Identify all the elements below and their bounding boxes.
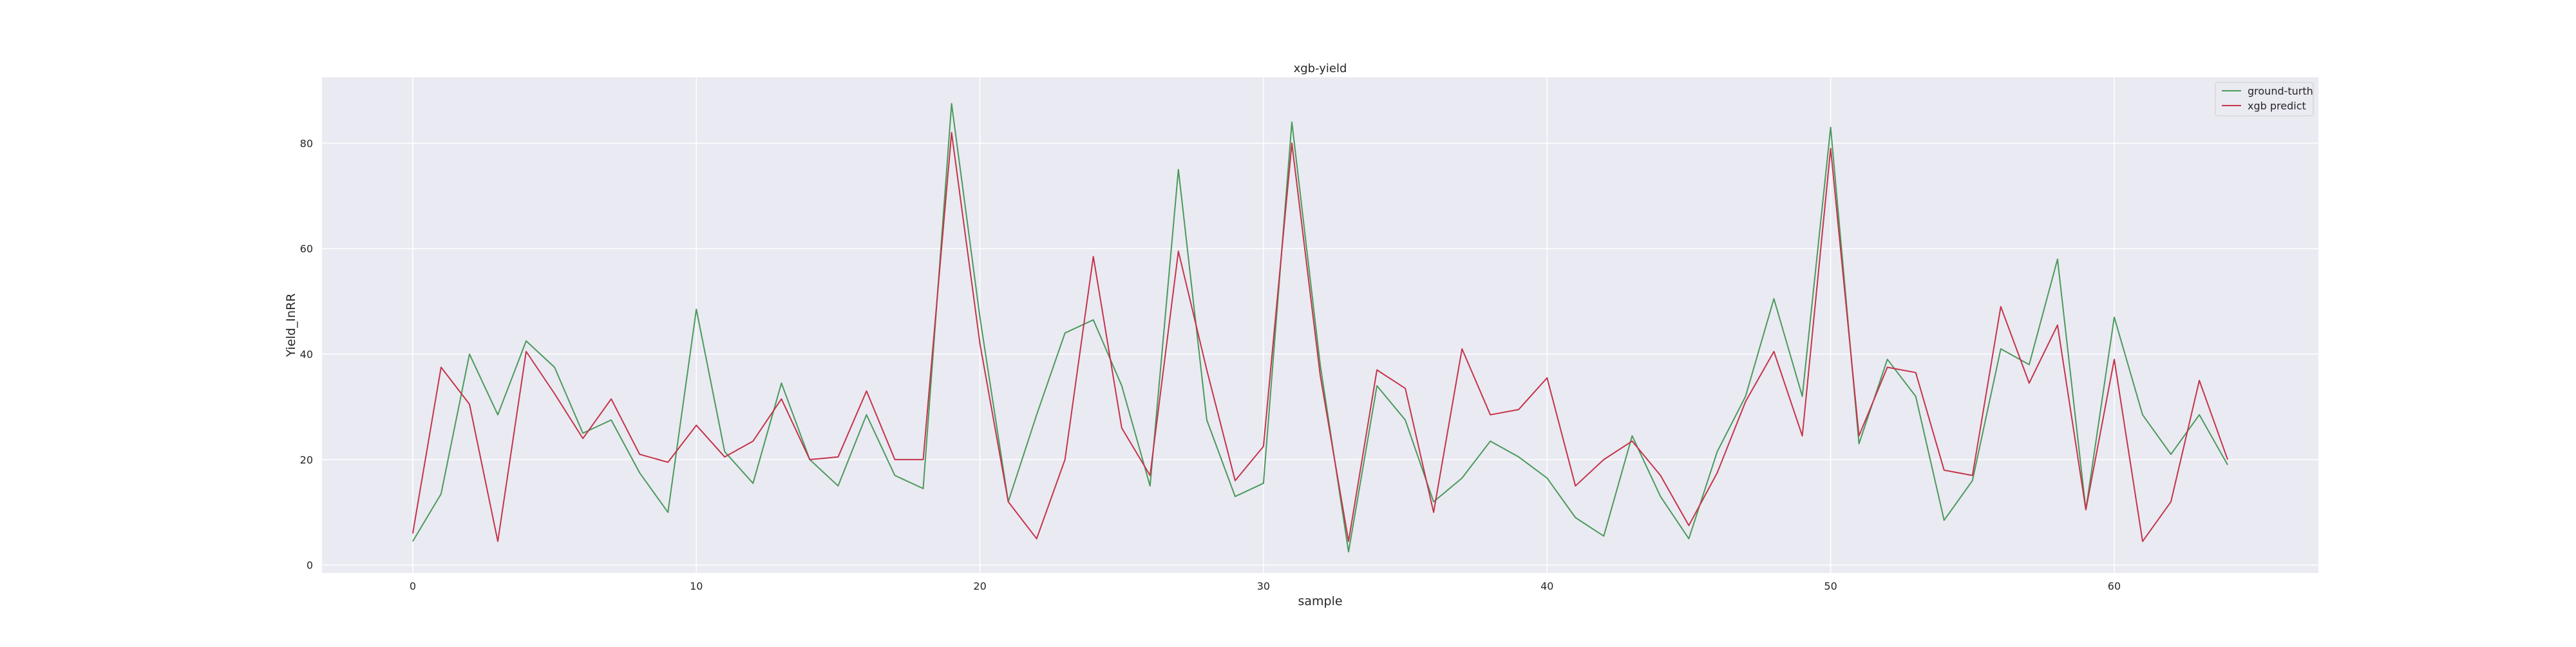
legend-label-xgb-predict: xgb predict (2248, 100, 2306, 112)
x-tick-label: 10 (690, 580, 703, 592)
series-line-xgb-predict (412, 132, 2229, 542)
x-tick-label: 60 (2108, 580, 2121, 592)
y-tick-label: 60 (300, 243, 313, 255)
y-tick-label: 0 (307, 559, 313, 572)
chart-title: xgb-yield (1294, 62, 1347, 75)
x-axis-label: sample (1298, 594, 1342, 608)
x-tick-label: 20 (973, 580, 986, 592)
plot-background (322, 77, 2318, 573)
x-tick-label: 0 (410, 580, 416, 592)
series-lines (412, 103, 2229, 553)
y-axis-label: Yield_InRR (284, 294, 298, 358)
y-tick-label: 40 (300, 348, 313, 361)
y-tick-label: 20 (300, 454, 313, 466)
series-line-ground-turth (412, 103, 2228, 553)
y-tick-labels: 0 20 40 60 80 (300, 137, 313, 571)
x-tick-label: 40 (1540, 580, 1553, 592)
x-tick-label: 50 (1824, 580, 1837, 592)
legend: ground-turth xgb predict (2215, 82, 2314, 117)
grid-lines (322, 77, 2318, 573)
x-tick-labels: 0 10 20 30 40 50 60 (410, 580, 2121, 592)
legend-label-ground-turth: ground-turth (2248, 85, 2313, 97)
y-tick-label: 80 (300, 137, 313, 149)
x-tick-label: 30 (1257, 580, 1270, 592)
